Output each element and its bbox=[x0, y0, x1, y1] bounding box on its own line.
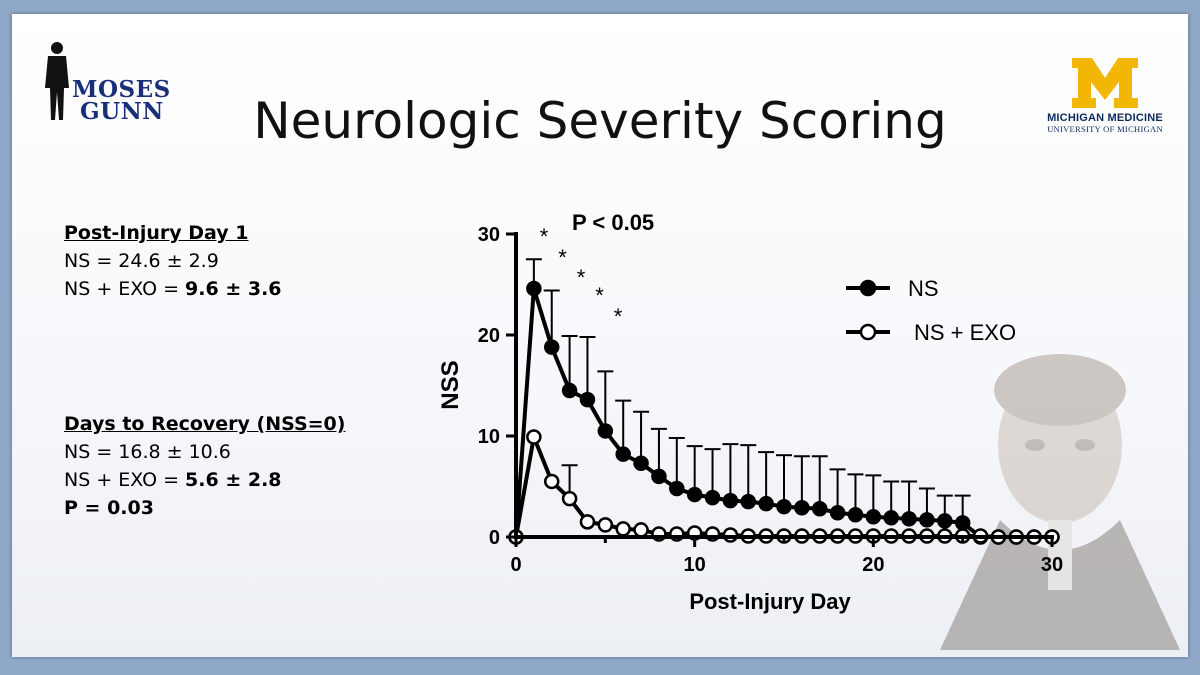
ns-exo-data-point bbox=[579, 514, 596, 530]
moses-gunn-line2: GUNN bbox=[80, 98, 164, 125]
ns-data-point bbox=[954, 515, 971, 531]
slide-title: Neurologic Severity Scoring bbox=[253, 92, 947, 150]
p-value-annotation: P < 0.05 bbox=[572, 210, 654, 235]
ns-data-point bbox=[526, 280, 542, 297]
error-bars bbox=[525, 258, 971, 523]
ns-exo-data-point bbox=[526, 429, 542, 445]
x-tick-label: 30 bbox=[1041, 554, 1063, 576]
day1-exo: NS + EXO = 9.6 ± 3.6 bbox=[64, 278, 282, 300]
legend-marker-open bbox=[859, 323, 877, 341]
significance-star: * bbox=[577, 265, 586, 290]
legend-label: NS bbox=[908, 276, 939, 301]
ns-data-point bbox=[597, 423, 614, 439]
chart-labels: 0 10 20 30 0 10 20 30 Post-Injury Day NSS P < 0.05… bbox=[437, 210, 1063, 614]
significance-star: * bbox=[614, 304, 623, 329]
university-of-michigan-text: UNIVERSITY OF MICHIGAN bbox=[1047, 124, 1163, 134]
ns-data-point bbox=[561, 382, 578, 399]
significance-star: * bbox=[540, 224, 549, 249]
legend-label: NS + EXO bbox=[914, 320, 1016, 345]
slide-background bbox=[12, 14, 1188, 657]
day1-heading: Post-Injury Day 1 bbox=[64, 222, 249, 244]
day1-ns: NS = 24.6 ± 2.9 bbox=[64, 250, 219, 272]
x-tick-label: 0 bbox=[510, 554, 521, 576]
ns-exo-data-point bbox=[597, 517, 614, 533]
ns-exo-data-point bbox=[633, 522, 649, 538]
day1-stats: Post-Injury Day 1 NS = 24.6 ± 2.9 NS + E… bbox=[64, 222, 282, 300]
ns-data-point bbox=[633, 455, 649, 472]
y-tick-label: 10 bbox=[478, 426, 500, 448]
series-points bbox=[508, 280, 1060, 545]
chart-axes bbox=[506, 232, 1054, 547]
recovery-ns: NS = 16.8 ± 10.6 bbox=[64, 441, 231, 463]
ns-data-point bbox=[883, 510, 899, 526]
ns-data-point bbox=[937, 513, 953, 529]
day1-exo-value: 9.6 ± 3.6 bbox=[185, 278, 282, 300]
block-m-icon bbox=[1072, 58, 1138, 108]
y-tick-label: 20 bbox=[478, 325, 500, 347]
ns-data-point bbox=[865, 509, 882, 525]
recovery-exo-value: 5.6 ± 2.8 bbox=[185, 469, 282, 491]
ns-data-point bbox=[579, 391, 596, 408]
ns-data-point bbox=[794, 499, 810, 516]
recovery-exo: NS + EXO = 5.6 ± 2.8 bbox=[64, 469, 345, 491]
ns-data-point bbox=[669, 480, 685, 497]
x-tick-label: 10 bbox=[684, 554, 706, 576]
ns-exo-data-point bbox=[722, 527, 739, 543]
day1-exo-label: NS + EXO = bbox=[64, 278, 186, 300]
x-axis-label: Post-Injury Day bbox=[689, 589, 851, 614]
recovery-stats: Days to Recovery (NSS=0) NS = 16.8 ± 10.… bbox=[64, 413, 345, 519]
ns-data-point bbox=[651, 468, 667, 485]
ns-data-point bbox=[847, 507, 864, 523]
ns-data-point bbox=[811, 500, 828, 517]
x-tick-label: 20 bbox=[862, 554, 884, 576]
ns-exo-data-point bbox=[615, 521, 631, 537]
ns-data-point bbox=[758, 495, 774, 512]
portrait-watermark bbox=[940, 354, 1180, 650]
ns-exo-data-point bbox=[561, 490, 578, 507]
michigan-medicine-logo: MICHIGAN MEDICINE UNIVERSITY OF MICHIGAN bbox=[1045, 58, 1165, 148]
recovery-p-value: P = 0.03 bbox=[64, 497, 154, 519]
significance-star: * bbox=[595, 283, 604, 308]
recovery-exo-label: NS + EXO = bbox=[64, 469, 186, 491]
y-axis-label: NSS bbox=[437, 360, 464, 409]
ns-data-point bbox=[829, 505, 846, 521]
ns-data-point bbox=[919, 512, 935, 528]
chart-legend: NS NS + EXO bbox=[846, 276, 1016, 345]
legend-marker-filled bbox=[859, 279, 877, 297]
ns-data-point bbox=[704, 489, 721, 506]
ns-data-point bbox=[722, 492, 739, 509]
recovery-heading: Days to Recovery (NSS=0) bbox=[64, 413, 346, 435]
moses-gunn-line1: MOSES bbox=[72, 76, 171, 103]
ns-exo-data-point bbox=[543, 473, 560, 490]
michigan-medicine-text: MICHIGAN MEDICINE bbox=[1047, 112, 1163, 124]
ns-data-point bbox=[686, 486, 703, 503]
ns-data-point bbox=[740, 493, 757, 510]
y-tick-label: 30 bbox=[478, 224, 500, 246]
moses-gunn-logo: MOSES GUNN bbox=[40, 40, 180, 130]
ns-data-point bbox=[901, 511, 917, 527]
significance-star: * bbox=[558, 245, 567, 270]
ns-data-point bbox=[543, 339, 560, 355]
y-tick-label: 0 bbox=[489, 527, 500, 549]
moses-gunn-figure-icon bbox=[45, 42, 69, 120]
ns-data-point bbox=[615, 446, 631, 462]
ns-data-point bbox=[776, 498, 792, 515]
